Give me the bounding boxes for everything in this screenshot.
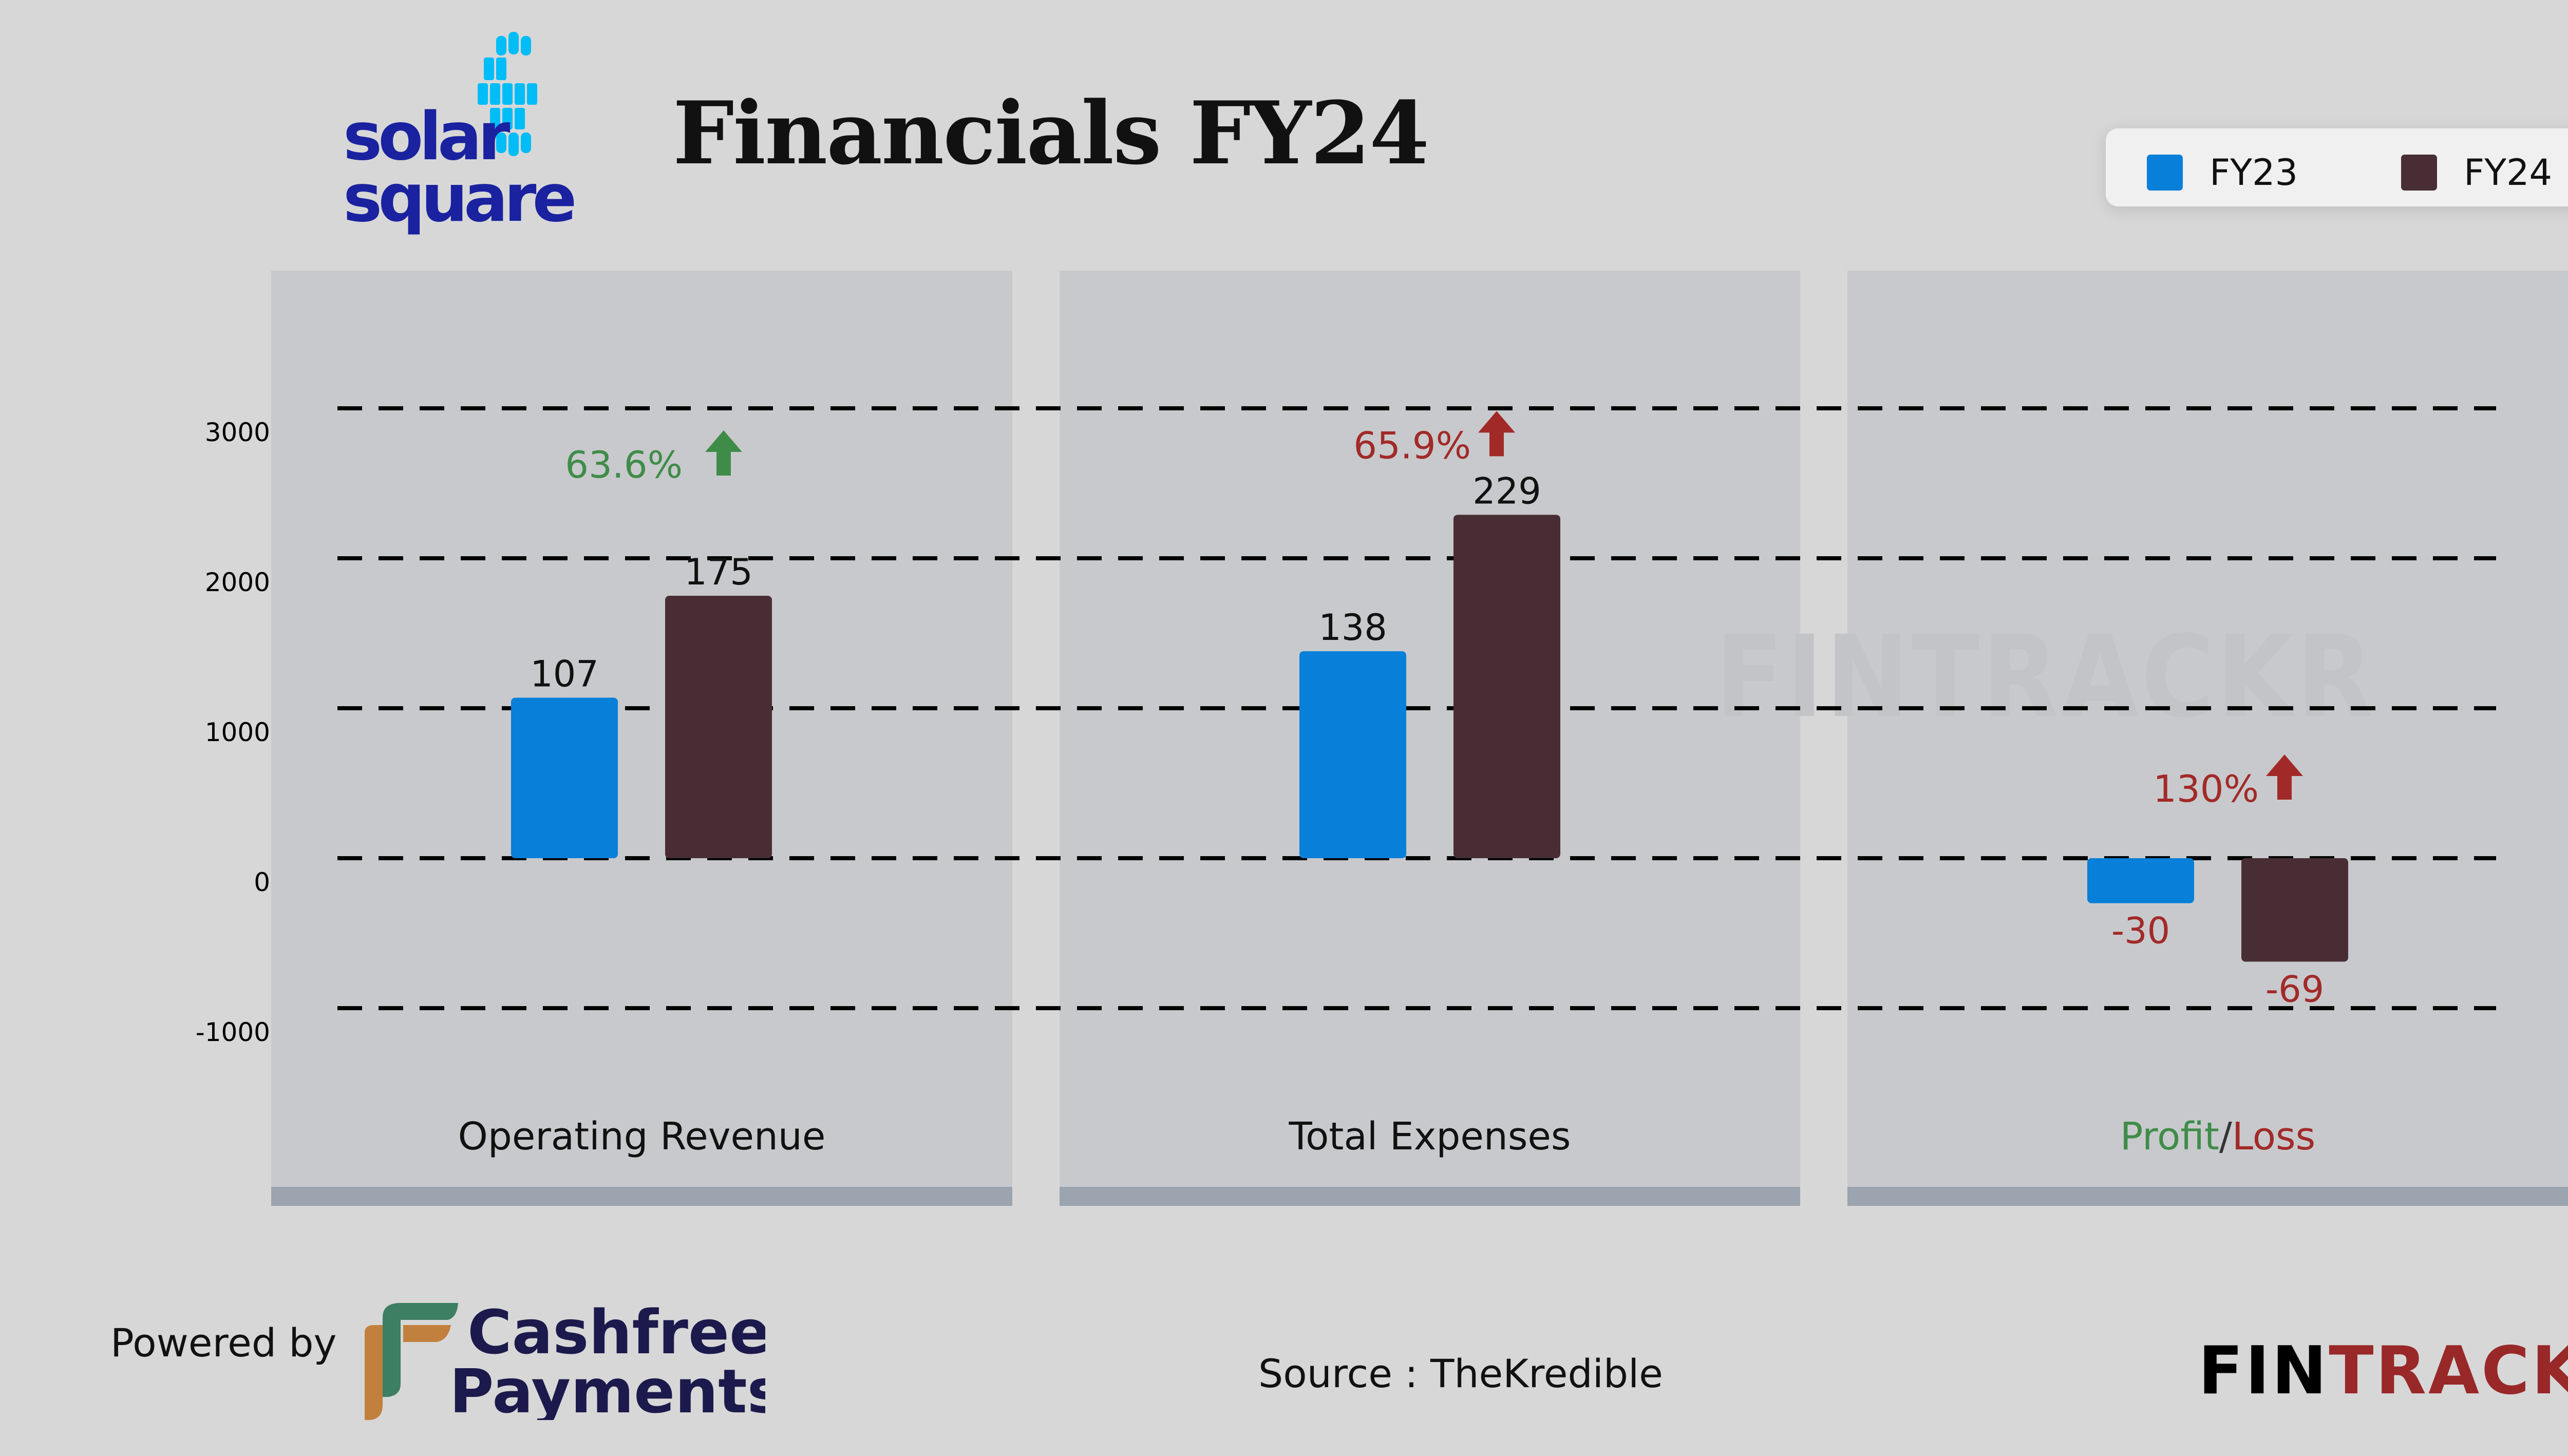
panel-strip [1847, 1187, 2568, 1206]
y-tick-label: 0 [254, 867, 270, 897]
brand-solar: solar [343, 99, 510, 175]
legend-swatch-fy23 [2147, 155, 2183, 191]
panel-strip [271, 1187, 1012, 1206]
label-slash: / [2219, 1114, 2232, 1159]
y-tick-label: 2000 [204, 568, 270, 597]
label-profit: Profit [2120, 1114, 2219, 1159]
watermark: FINTRACKR [1715, 611, 2376, 743]
fintrackr-logo-fin: FIN [2198, 1333, 2329, 1409]
brand-square: square [343, 160, 574, 236]
legend-label: FY23 [2210, 152, 2298, 194]
panel-total-expenses [1060, 271, 1800, 1187]
fintrackr-logo-trackr: TRACKR [2329, 1333, 2568, 1409]
y-tick-label: 1000 [204, 717, 270, 747]
legend-swatch-fy24 [2401, 155, 2437, 191]
category-label: Total Expenses [1289, 1114, 1571, 1159]
legend-item-fy23: FY23 [2147, 152, 2298, 194]
solarsquare-logo: solar square [343, 32, 578, 236]
cashfree-icon [365, 1303, 458, 1420]
legend-label: FY24 [2464, 152, 2553, 194]
fintrackr-logo: FINTRACKR [2198, 1333, 2568, 1409]
page-title: Financials FY24 [673, 82, 1429, 184]
cashfree-wordmark-line2: Payments [449, 1356, 765, 1420]
y-tick-label: -1000 [195, 1017, 270, 1047]
legend-item-fy24: FY24 [2401, 152, 2552, 194]
source-credit: Source : TheKredible [1258, 1351, 1663, 1396]
panel-strip [1060, 1187, 1800, 1206]
solar-panel-icon [478, 32, 537, 156]
cashfree-wordmark-line1: Cashfree [467, 1302, 765, 1368]
y-tick-label: 3000 [204, 418, 270, 447]
chart-legend: FY23 FY24 [2106, 128, 2568, 206]
powered-by-label: Powered by [110, 1320, 337, 1366]
category-label: Operating Revenue [458, 1114, 826, 1159]
category-label-profit-loss: Profit/Loss [1847, 1114, 2568, 1159]
label-loss: Loss [2232, 1114, 2316, 1159]
cashfree-logo: Cashfree Payments [365, 1302, 765, 1420]
panel-operating-revenue [271, 271, 1012, 1187]
panel-profit-loss [1847, 271, 2568, 1187]
